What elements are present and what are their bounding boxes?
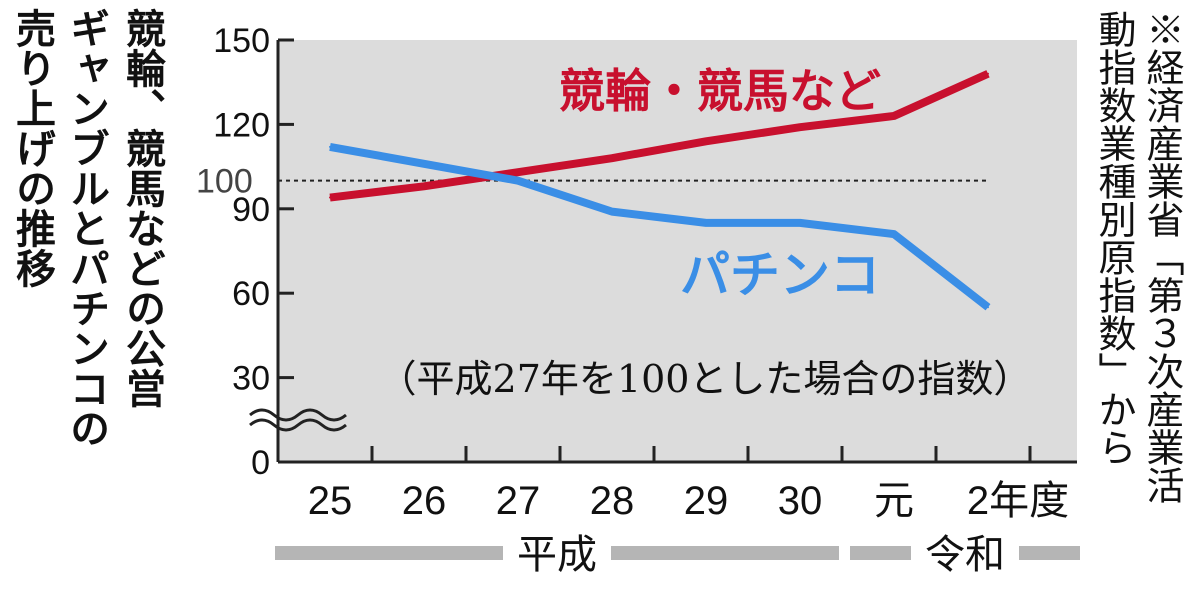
source-note-line-1: ※経済産業省「第３次産業活 — [1140, 10, 1184, 504]
y-axis-ticks: 0 30 60 90 120 150 — [213, 22, 294, 482]
axis-break-icon — [249, 408, 347, 432]
series-line-0 — [329, 70, 990, 202]
series-point — [799, 126, 801, 129]
series-point — [799, 221, 801, 224]
chart-title-line-3: 売り上げの推移 — [9, 8, 55, 288]
x-tick-label: 26 — [402, 479, 447, 523]
plot-area — [278, 40, 1077, 462]
chart-title-line-1: 競輪、競馬などの公営 — [119, 8, 165, 408]
chart-title-line-2: ギャンブルとパチンコの — [63, 8, 109, 448]
x-tick-label: 2年度 — [967, 479, 1069, 523]
x-tick-label: 25 — [308, 479, 353, 523]
series-label-pachinko: パチンコ — [680, 247, 880, 303]
series-label-keirin-keiba: 競輪・競馬など — [559, 65, 881, 117]
x-tick-label: 30 — [778, 479, 823, 523]
era-label: 令和 — [925, 533, 1005, 577]
era-bars: 平成 令和 — [275, 533, 1080, 577]
series-point — [423, 185, 425, 188]
era-label-bg — [503, 538, 611, 568]
y-tick-label-120: 120 — [213, 106, 270, 144]
y-tick-label-150: 150 — [213, 22, 270, 60]
series-point — [517, 179, 519, 182]
series-point — [987, 306, 989, 309]
era-label-bg — [911, 538, 1019, 568]
era-label: 平成 — [517, 533, 597, 577]
series-line-1 — [329, 142, 991, 311]
series-point — [329, 145, 331, 148]
x-axis-labels: 25 26 27 28 29 30 元 2年度 — [308, 479, 1069, 523]
series-point — [611, 210, 613, 213]
series-point — [893, 114, 895, 117]
series-point — [423, 162, 425, 165]
y-tick-label-0: 0 — [251, 444, 270, 482]
y-tick-label-30: 30 — [232, 360, 270, 398]
x-tick-label: 27 — [496, 479, 541, 523]
series-point — [705, 221, 707, 224]
reference-line-label: 100 — [196, 163, 253, 201]
series-point — [893, 233, 895, 236]
series-point — [329, 196, 331, 199]
x-axis-ticks — [370, 446, 1032, 462]
index-note: （平成27年を100とした場合の指数） — [379, 357, 1032, 401]
y-tick-label-90: 90 — [232, 191, 270, 229]
source-note-line-2: 動指数業種別原指数」から — [1092, 10, 1136, 466]
x-tick-label: 元 — [874, 479, 914, 523]
series-point — [705, 140, 707, 143]
series-point — [517, 171, 519, 174]
x-tick-label: 28 — [590, 479, 635, 523]
series-point — [987, 72, 989, 75]
y-tick-label-60: 60 — [232, 275, 270, 313]
series-point — [611, 157, 613, 160]
x-tick-label: 29 — [684, 479, 729, 523]
